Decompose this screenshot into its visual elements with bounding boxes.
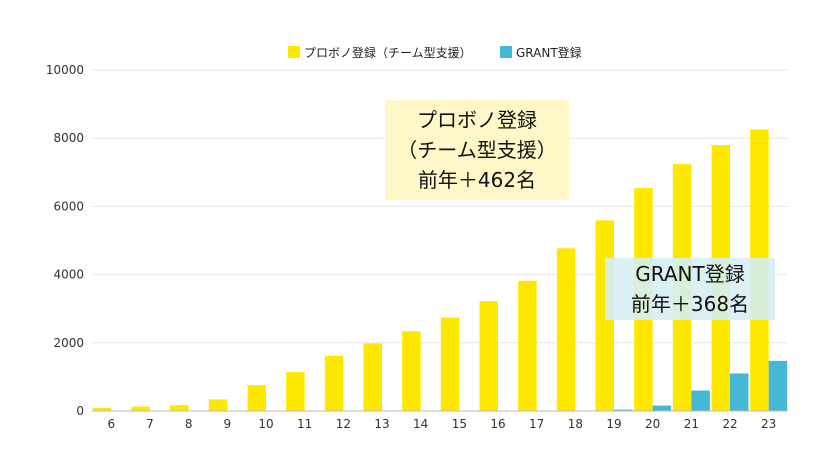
- x-tick-label: 12: [336, 417, 351, 431]
- x-tick-label: 13: [374, 417, 389, 431]
- bar-grant: [768, 360, 788, 411]
- annotation-probono-box: [385, 100, 569, 200]
- annotation-grant-line2: 前年＋368名: [631, 292, 749, 316]
- bar-probono: [363, 343, 382, 411]
- x-tick-label: 17: [529, 417, 544, 431]
- legend-swatch-probono: [288, 46, 300, 58]
- x-tick-label: 8: [185, 417, 193, 431]
- bar-probono: [556, 248, 576, 411]
- x-tick-label: 22: [722, 417, 737, 431]
- y-tick-label: 4000: [53, 268, 84, 282]
- x-axis-ticks: 6 7 8 9 10 11 12 13 14 15 16 17 18 19 20 21 22 23: [108, 417, 777, 431]
- legend: プロボノ登録（チーム型支援） GRANT登録: [288, 45, 582, 60]
- bar-probono: [286, 372, 305, 411]
- bar-probono: [92, 407, 112, 411]
- annotation-grant-line1: GRANT登録: [635, 262, 744, 286]
- annotation-probono: プロボノ登録 （チーム型支援） 前年＋462名: [385, 100, 569, 200]
- y-tick-label: 0: [76, 404, 84, 418]
- x-tick-label: 23: [761, 417, 776, 431]
- x-tick-label: 18: [568, 417, 583, 431]
- bar-probono: [518, 280, 537, 411]
- bar-probono: [402, 331, 421, 411]
- annotation-grant: GRANT登録 前年＋368名: [605, 258, 775, 320]
- y-tick-label: 10000: [46, 63, 84, 77]
- bar-probono: [440, 317, 460, 411]
- annotation-probono-line1: プロボノ登録: [417, 108, 537, 132]
- bar-probono: [208, 399, 228, 411]
- x-tick-label: 15: [452, 417, 467, 431]
- bar-probono: [131, 406, 150, 411]
- y-tick-label: 8000: [53, 131, 84, 145]
- x-tick-label: 16: [490, 417, 505, 431]
- bar-probono: [170, 405, 189, 411]
- x-tick-label: 14: [413, 417, 428, 431]
- bar-probono: [247, 385, 266, 411]
- annotation-grant-box: [605, 258, 775, 320]
- x-tick-label: 20: [645, 417, 660, 431]
- y-tick-label: 6000: [53, 199, 84, 213]
- legend-label-probono: プロボノ登録（チーム型支援）: [304, 45, 472, 60]
- x-tick-label: 21: [684, 417, 699, 431]
- annotation-probono-line2: （チーム型支援）: [397, 138, 556, 162]
- x-tick-label: 19: [606, 417, 621, 431]
- x-tick-label: 7: [146, 417, 154, 431]
- bar-grant: [691, 390, 710, 411]
- bar-grant: [730, 373, 749, 411]
- x-tick-label: 10: [258, 417, 273, 431]
- legend-label-grant: GRANT登録: [516, 45, 582, 60]
- bar-grant: [652, 405, 672, 411]
- y-axis-ticks: 0 2000 4000 6000 8000 10000: [46, 63, 84, 418]
- x-tick-label: 9: [224, 417, 232, 431]
- legend-swatch-grant: [500, 46, 512, 58]
- x-tick-label: 11: [297, 417, 312, 431]
- annotation-probono-line3: 前年＋462名: [418, 168, 536, 192]
- bar-probono: [324, 355, 344, 411]
- x-tick-label: 6: [108, 417, 116, 431]
- bar-grant: [614, 409, 633, 411]
- y-tick-label: 2000: [53, 336, 84, 350]
- bar-probono: [479, 301, 498, 411]
